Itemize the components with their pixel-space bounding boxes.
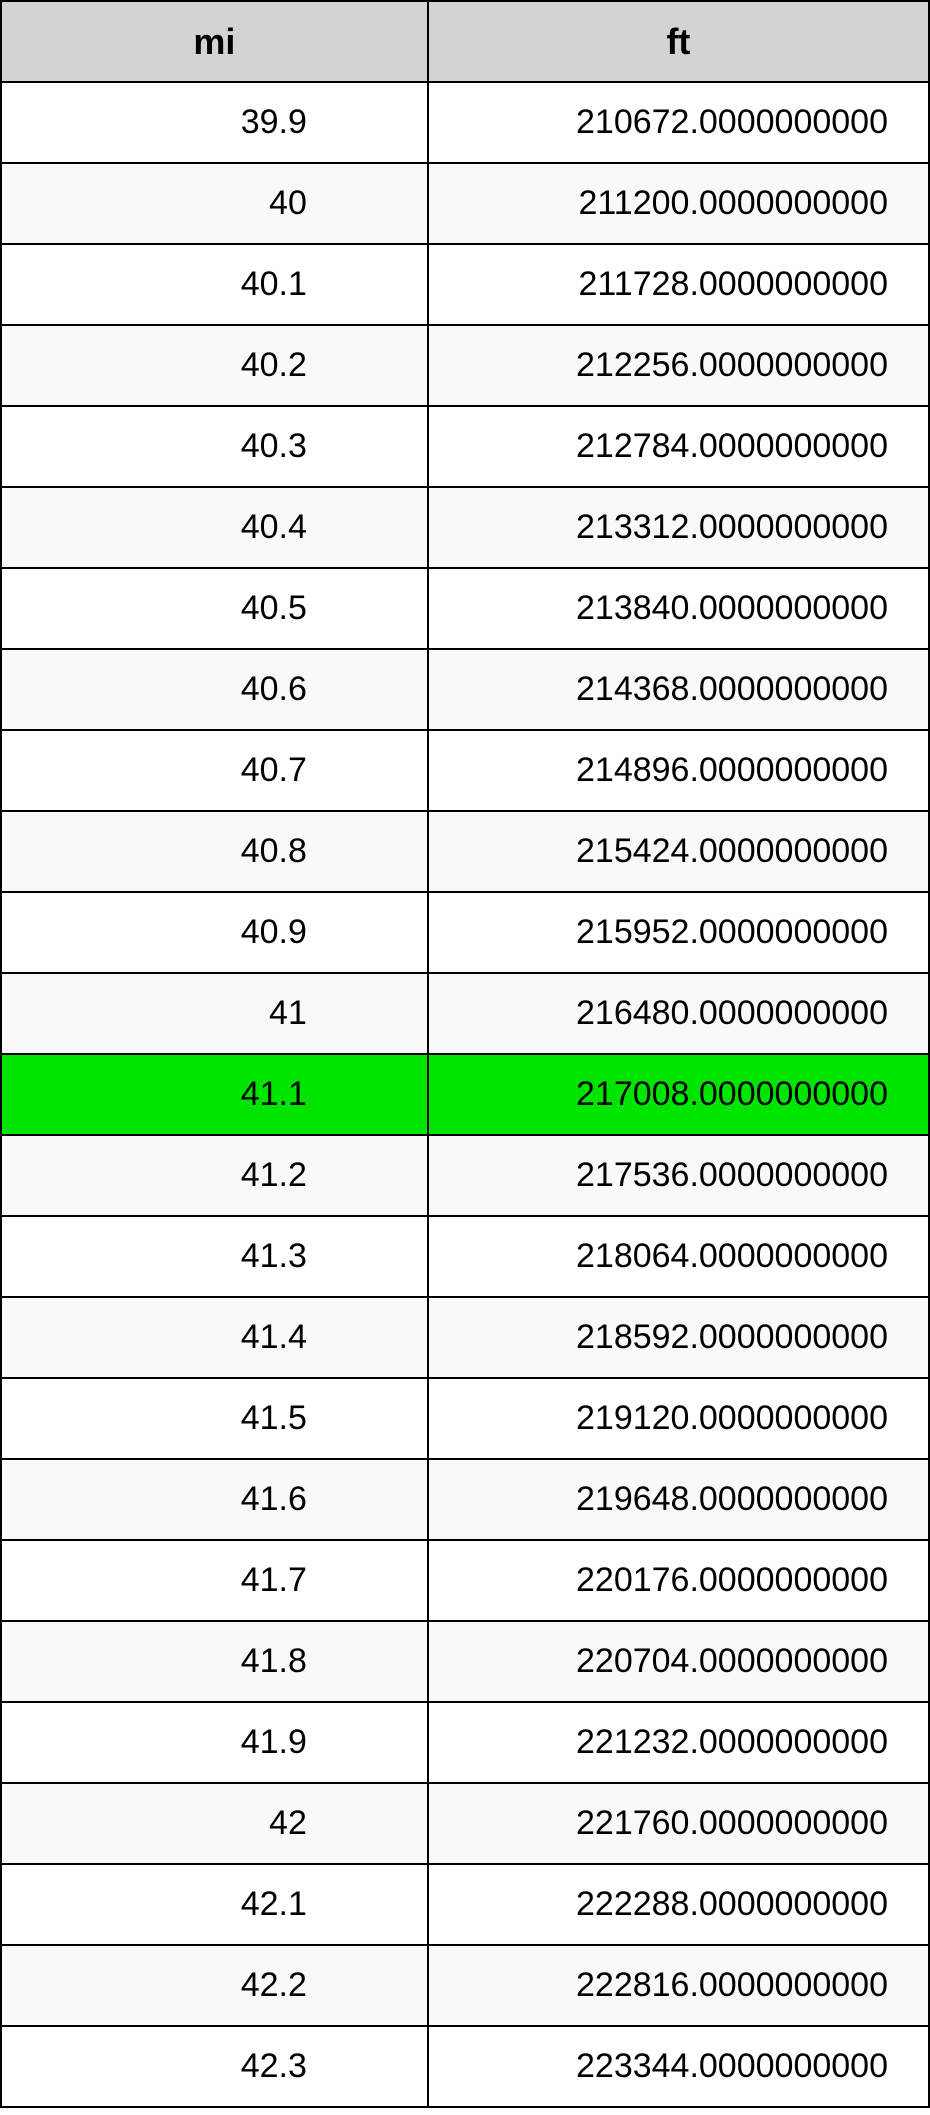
table-row: 40.7214896.0000000000	[1, 730, 929, 811]
cell-mi: 40.5	[1, 568, 428, 649]
table-row: 40.8215424.0000000000	[1, 811, 929, 892]
table-row: 41.6219648.0000000000	[1, 1459, 929, 1540]
cell-mi: 40.7	[1, 730, 428, 811]
cell-ft: 213312.0000000000	[428, 487, 929, 568]
cell-ft: 214896.0000000000	[428, 730, 929, 811]
table-body: 39.9210672.000000000040211200.0000000000…	[1, 82, 929, 2107]
conversion-table-container: mi ft 39.9210672.000000000040211200.0000…	[0, 0, 930, 2108]
cell-ft: 221232.0000000000	[428, 1702, 929, 1783]
cell-mi: 40.4	[1, 487, 428, 568]
cell-ft: 223344.0000000000	[428, 2026, 929, 2107]
table-row: 42221760.0000000000	[1, 1783, 929, 1864]
table-header-row: mi ft	[1, 1, 929, 82]
cell-ft: 211200.0000000000	[428, 163, 929, 244]
cell-mi: 40.9	[1, 892, 428, 973]
cell-ft: 214368.0000000000	[428, 649, 929, 730]
column-header-mi: mi	[1, 1, 428, 82]
cell-mi: 40.3	[1, 406, 428, 487]
cell-mi: 40.2	[1, 325, 428, 406]
table-row: 39.9210672.0000000000	[1, 82, 929, 163]
cell-mi: 41.5	[1, 1378, 428, 1459]
table-row: 40.2212256.0000000000	[1, 325, 929, 406]
cell-ft: 218064.0000000000	[428, 1216, 929, 1297]
table-row: 42.1222288.0000000000	[1, 1864, 929, 1945]
cell-ft: 222816.0000000000	[428, 1945, 929, 2026]
cell-ft: 217536.0000000000	[428, 1135, 929, 1216]
table-row: 41.1217008.0000000000	[1, 1054, 929, 1135]
table-row: 40.1211728.0000000000	[1, 244, 929, 325]
table-row: 40.9215952.0000000000	[1, 892, 929, 973]
cell-mi: 41.7	[1, 1540, 428, 1621]
table-row: 41.7220176.0000000000	[1, 1540, 929, 1621]
cell-mi: 42	[1, 1783, 428, 1864]
cell-mi: 40.1	[1, 244, 428, 325]
conversion-table: mi ft 39.9210672.000000000040211200.0000…	[0, 0, 930, 2108]
table-row: 41216480.0000000000	[1, 973, 929, 1054]
table-row: 42.3223344.0000000000	[1, 2026, 929, 2107]
cell-mi: 40.8	[1, 811, 428, 892]
table-row: 41.4218592.0000000000	[1, 1297, 929, 1378]
table-row: 40.4213312.0000000000	[1, 487, 929, 568]
cell-ft: 212784.0000000000	[428, 406, 929, 487]
cell-ft: 222288.0000000000	[428, 1864, 929, 1945]
cell-mi: 41.2	[1, 1135, 428, 1216]
cell-mi: 41.9	[1, 1702, 428, 1783]
table-row: 41.3218064.0000000000	[1, 1216, 929, 1297]
cell-mi: 42.3	[1, 2026, 428, 2107]
table-row: 42.2222816.0000000000	[1, 1945, 929, 2026]
cell-ft: 221760.0000000000	[428, 1783, 929, 1864]
cell-mi: 39.9	[1, 82, 428, 163]
cell-ft: 216480.0000000000	[428, 973, 929, 1054]
cell-mi: 42.1	[1, 1864, 428, 1945]
cell-ft: 218592.0000000000	[428, 1297, 929, 1378]
table-row: 40211200.0000000000	[1, 163, 929, 244]
cell-ft: 219648.0000000000	[428, 1459, 929, 1540]
table-row: 41.9221232.0000000000	[1, 1702, 929, 1783]
column-header-ft: ft	[428, 1, 929, 82]
table-row: 40.6214368.0000000000	[1, 649, 929, 730]
table-row: 40.3212784.0000000000	[1, 406, 929, 487]
cell-mi: 41	[1, 973, 428, 1054]
cell-ft: 212256.0000000000	[428, 325, 929, 406]
cell-mi: 41.6	[1, 1459, 428, 1540]
table-row: 40.5213840.0000000000	[1, 568, 929, 649]
cell-ft: 211728.0000000000	[428, 244, 929, 325]
table-row: 41.8220704.0000000000	[1, 1621, 929, 1702]
cell-mi: 41.4	[1, 1297, 428, 1378]
table-row: 41.2217536.0000000000	[1, 1135, 929, 1216]
cell-ft: 220704.0000000000	[428, 1621, 929, 1702]
cell-mi: 41.1	[1, 1054, 428, 1135]
cell-ft: 210672.0000000000	[428, 82, 929, 163]
cell-ft: 213840.0000000000	[428, 568, 929, 649]
cell-ft: 215952.0000000000	[428, 892, 929, 973]
cell-mi: 41.8	[1, 1621, 428, 1702]
cell-mi: 41.3	[1, 1216, 428, 1297]
cell-ft: 215424.0000000000	[428, 811, 929, 892]
table-row: 41.5219120.0000000000	[1, 1378, 929, 1459]
cell-ft: 219120.0000000000	[428, 1378, 929, 1459]
cell-mi: 40.6	[1, 649, 428, 730]
cell-mi: 40	[1, 163, 428, 244]
cell-ft: 220176.0000000000	[428, 1540, 929, 1621]
cell-ft: 217008.0000000000	[428, 1054, 929, 1135]
cell-mi: 42.2	[1, 1945, 428, 2026]
